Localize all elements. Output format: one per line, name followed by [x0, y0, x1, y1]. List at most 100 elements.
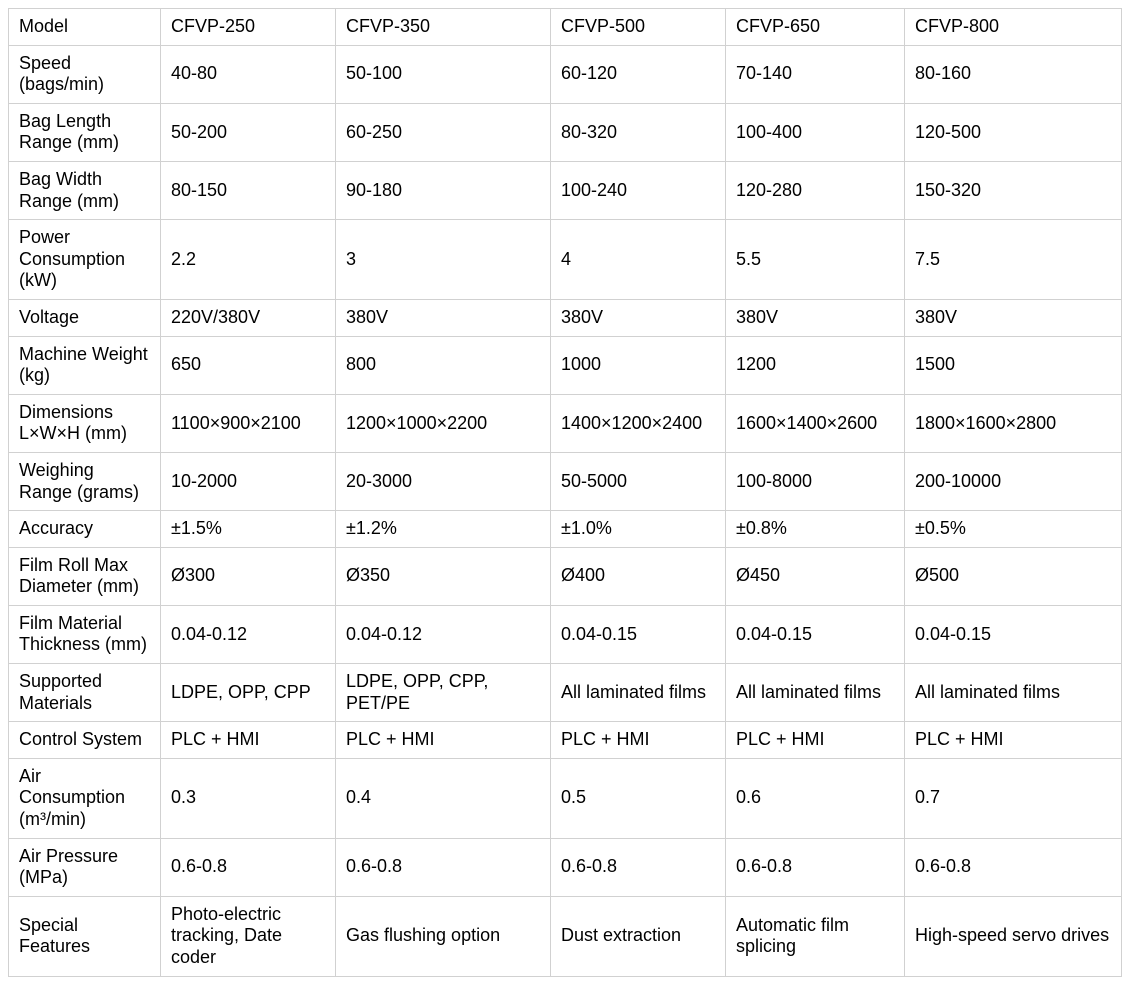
column-header-model: Model [8, 8, 161, 46]
spec-cell: 2.2 [160, 219, 336, 300]
spec-cell: Photo-electric tracking, Date coder [160, 895, 336, 977]
spec-table: Model CFVP-250 CFVP-350 CFVP-500 CFVP-65… [8, 8, 1122, 977]
spec-cell: All laminated films [725, 663, 905, 723]
spec-cell: 0.6-0.8 [725, 837, 905, 897]
spec-cell: Gas flushing option [335, 895, 551, 977]
spec-cell: Automatic film splicing [725, 895, 905, 977]
spec-cell: 380V [550, 298, 726, 337]
spec-cell: 40-80 [160, 44, 336, 104]
spec-cell: 1400×1200×2400 [550, 393, 726, 453]
row-dimensions: Dimensions L×W×H (mm) 1100×900×2100 1200… [8, 393, 1122, 453]
spec-cell: LDPE, OPP, CPP, PET/PE [335, 663, 551, 723]
spec-cell: PLC + HMI [725, 721, 905, 759]
spec-cell: PLC + HMI [160, 721, 336, 759]
row-special-features: Special Features Photo-electric tracking… [8, 895, 1122, 977]
row-label: Film Roll Max Diameter (mm) [8, 546, 161, 606]
spec-cell: All laminated films [904, 663, 1122, 723]
row-film-roll-max-diameter: Film Roll Max Diameter (mm) Ø300 Ø350 Ø4… [8, 546, 1122, 606]
spec-cell: 10-2000 [160, 451, 336, 512]
spec-cell: 100-400 [725, 102, 905, 162]
row-label: Bag Length Range (mm) [8, 102, 161, 162]
row-power-consumption: Power Consumption (kW) 2.2 3 4 5.5 7.5 [8, 219, 1122, 300]
row-bag-length-range: Bag Length Range (mm) 50-200 60-250 80-3… [8, 102, 1122, 162]
spec-cell: 380V [904, 298, 1122, 337]
row-label: Supported Materials [8, 663, 161, 723]
spec-cell: 650 [160, 335, 336, 395]
row-label: Air Consumption (m³/min) [8, 757, 161, 839]
spec-cell: 50-100 [335, 44, 551, 104]
spec-cell: 0.6-0.8 [550, 837, 726, 897]
spec-cell: 0.6-0.8 [335, 837, 551, 897]
spec-cell: Ø300 [160, 546, 336, 606]
row-machine-weight: Machine Weight (kg) 650 800 1000 1200 15… [8, 335, 1122, 395]
row-voltage: Voltage 220V/380V 380V 380V 380V 380V [8, 298, 1122, 337]
spec-cell: All laminated films [550, 663, 726, 723]
row-label: Accuracy [8, 510, 161, 548]
spec-cell: 4 [550, 219, 726, 300]
spec-cell: 5.5 [725, 219, 905, 300]
spec-cell: 20-3000 [335, 451, 551, 512]
row-control-system: Control System PLC + HMI PLC + HMI PLC +… [8, 721, 1122, 759]
spec-cell: 800 [335, 335, 551, 395]
spec-cell: 80-150 [160, 160, 336, 221]
spec-cell: 7.5 [904, 219, 1122, 300]
row-bag-width-range: Bag Width Range (mm) 80-150 90-180 100-2… [8, 160, 1122, 221]
spec-cell: Ø350 [335, 546, 551, 606]
spec-cell: 200-10000 [904, 451, 1122, 512]
row-air-pressure: Air Pressure (MPa) 0.6-0.8 0.6-0.8 0.6-0… [8, 837, 1122, 897]
row-label: Control System [8, 721, 161, 759]
spec-cell: 100-240 [550, 160, 726, 221]
row-label: Air Pressure (MPa) [8, 837, 161, 897]
spec-cell: 1500 [904, 335, 1122, 395]
row-speed: Speed (bags/min) 40-80 50-100 60-120 70-… [8, 44, 1122, 104]
spec-cell: 380V [335, 298, 551, 337]
spec-cell: Ø500 [904, 546, 1122, 606]
column-header-cfvp-800: CFVP-800 [904, 8, 1122, 46]
column-header-cfvp-500: CFVP-500 [550, 8, 726, 46]
spec-cell: 1100×900×2100 [160, 393, 336, 453]
column-header-cfvp-350: CFVP-350 [335, 8, 551, 46]
spec-cell: PLC + HMI [335, 721, 551, 759]
spec-cell: ±1.2% [335, 510, 551, 548]
spec-cell: ±1.0% [550, 510, 726, 548]
spec-cell: 80-320 [550, 102, 726, 162]
row-accuracy: Accuracy ±1.5% ±1.2% ±1.0% ±0.8% ±0.5% [8, 510, 1122, 548]
spec-cell: 0.4 [335, 757, 551, 839]
spec-cell: 0.6 [725, 757, 905, 839]
spec-cell: 1800×1600×2800 [904, 393, 1122, 453]
spec-cell: 0.5 [550, 757, 726, 839]
spec-cell: 120-280 [725, 160, 905, 221]
spec-cell: 1200×1000×2200 [335, 393, 551, 453]
spec-cell: Ø450 [725, 546, 905, 606]
row-label: Speed (bags/min) [8, 44, 161, 104]
spec-cell: 380V [725, 298, 905, 337]
column-header-cfvp-250: CFVP-250 [160, 8, 336, 46]
row-label: Power Consumption (kW) [8, 219, 161, 300]
column-header-cfvp-650: CFVP-650 [725, 8, 905, 46]
spec-cell: 60-120 [550, 44, 726, 104]
spec-cell: 150-320 [904, 160, 1122, 221]
row-label: Machine Weight (kg) [8, 335, 161, 395]
spec-cell: ±0.5% [904, 510, 1122, 548]
spec-cell: 50-5000 [550, 451, 726, 512]
spec-cell: 0.6-0.8 [904, 837, 1122, 897]
spec-cell: 70-140 [725, 44, 905, 104]
spec-cell: 0.04-0.12 [160, 604, 336, 665]
spec-cell: 3 [335, 219, 551, 300]
row-label: Special Features [8, 895, 161, 977]
row-air-consumption: Air Consumption (m³/min) 0.3 0.4 0.5 0.6… [8, 757, 1122, 839]
row-film-material-thickness: Film Material Thickness (mm) 0.04-0.12 0… [8, 604, 1122, 665]
spec-cell: 50-200 [160, 102, 336, 162]
spec-cell: High-speed servo drives [904, 895, 1122, 977]
spec-cell: 0.04-0.12 [335, 604, 551, 665]
spec-cell: 0.7 [904, 757, 1122, 839]
spec-cell: 90-180 [335, 160, 551, 221]
spec-cell: Dust extraction [550, 895, 726, 977]
spec-cell: 80-160 [904, 44, 1122, 104]
spec-cell: 0.6-0.8 [160, 837, 336, 897]
spec-cell: 0.3 [160, 757, 336, 839]
spec-cell: PLC + HMI [550, 721, 726, 759]
spec-cell: PLC + HMI [904, 721, 1122, 759]
spec-cell: ±0.8% [725, 510, 905, 548]
spec-cell: 220V/380V [160, 298, 336, 337]
